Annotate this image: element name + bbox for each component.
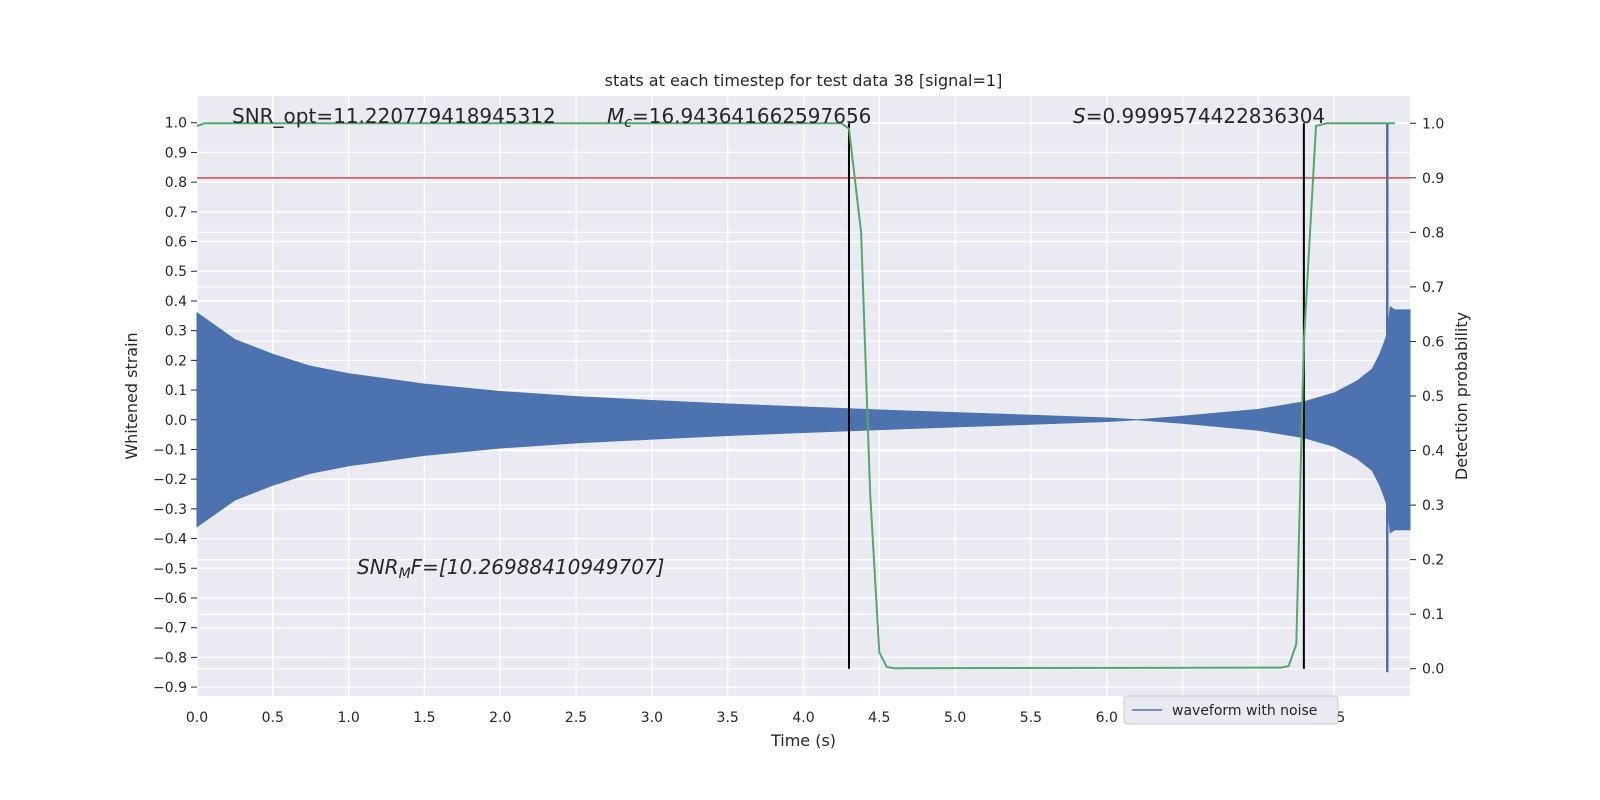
y-tick-label: −0.6: [153, 591, 187, 607]
x-tick-label: 6.0: [1096, 710, 1118, 726]
annotation-chirp-mass-subscript: c: [624, 115, 632, 131]
y2-tick-label: 0.1: [1422, 607, 1444, 623]
y-tick-label: −0.9: [153, 680, 187, 696]
y2-tick-label: 0.3: [1422, 498, 1444, 514]
grid-lines: [196, 96, 1410, 696]
annotation-snr-mf-subscript: M: [399, 566, 411, 582]
y-tick-label: −0.7: [153, 621, 187, 637]
y2-tick-label: 0.6: [1422, 334, 1444, 350]
annotation-chirp-mass: Mc=16.943641662597656: [607, 104, 871, 131]
legend-label-waveform: waveform with noise: [1172, 703, 1317, 719]
x-tick-label: 0.5: [262, 710, 284, 726]
y-tick-label: −0.8: [153, 650, 187, 666]
waveform-with-noise-series: [196, 306, 1411, 534]
x-tick-label: 4.0: [792, 710, 814, 726]
x-tick-label: 2.5: [565, 710, 587, 726]
y-tick-label: 0.3: [165, 324, 187, 340]
annotation-s-score: S=0.9999574422836304: [1073, 104, 1325, 128]
y2-tick-label: 0.0: [1422, 662, 1444, 678]
y-tick-label: 1.0: [165, 116, 187, 132]
annotation-snr-mf-symbol: SNR: [357, 555, 399, 579]
x-tick-label: 4.5: [868, 710, 890, 726]
y-tick-label: 0.1: [165, 383, 187, 399]
y-tick-label: −0.5: [153, 561, 187, 577]
annotation-snr-mf-value: F=[10.26988410949707]: [411, 555, 665, 579]
y-tick-label: 0.8: [165, 175, 187, 191]
x-tick-label: 1.5: [413, 710, 435, 726]
x-tick-label: 5.5: [1020, 710, 1042, 726]
detection-probability-series: [196, 122, 1395, 670]
series-layer: [196, 122, 1411, 673]
y2-tick-label: 0.7: [1422, 280, 1444, 296]
y-tick-label: 0.7: [165, 205, 187, 221]
x-tick-label: 3.5: [717, 710, 739, 726]
annotation-snr-opt: SNR_opt=11.220779418945312: [232, 104, 556, 128]
y-tick-label: −0.2: [153, 472, 187, 488]
annotation-s-value: =0.9999574422836304: [1086, 104, 1325, 128]
y2-tick-label: 0.2: [1422, 553, 1444, 569]
y2-tick-label: 0.8: [1422, 225, 1444, 241]
y-tick-label: 0.5: [165, 264, 187, 280]
x-tick-label: 3.0: [641, 710, 663, 726]
annotation-s-symbol: S: [1073, 104, 1086, 128]
y-tick-label: −0.1: [153, 442, 187, 458]
y2-axis-label: Detection probability: [1452, 312, 1471, 480]
y-tick-label: −0.4: [153, 532, 187, 548]
y-tick-label: 0.6: [165, 235, 187, 251]
x-tick-label: 0.0: [186, 710, 208, 726]
y-tick-label: 0.0: [165, 413, 187, 429]
y-tick-label: 0.9: [165, 145, 187, 161]
y2-tick-label: 1.0: [1422, 116, 1444, 132]
y2-tick-label: 0.9: [1422, 171, 1444, 187]
chart-title: stats at each timestep for test data 38 …: [605, 71, 1003, 90]
axes-labels: 0.00.51.01.52.02.53.03.54.04.55.05.56.06…: [153, 116, 1444, 726]
y-axis-label: Whitened strain: [122, 332, 141, 459]
annotation-chirp-mass-value: =16.943641662597656: [632, 104, 871, 128]
legend-box: [1123, 695, 1339, 725]
x-tick-label: 5.0: [944, 710, 966, 726]
y-tick-label: 0.2: [165, 353, 187, 369]
x-tick-label: 2.0: [489, 710, 511, 726]
y-tick-label: 0.4: [165, 294, 187, 310]
annotation-snr-mf: SNRMF=[10.26988410949707]: [357, 555, 664, 582]
x-axis-label: Time (s): [770, 731, 836, 750]
y-tick-label: −0.3: [153, 502, 187, 518]
y2-tick-label: 0.5: [1422, 389, 1444, 405]
y2-tick-label: 0.4: [1422, 444, 1444, 460]
legend: waveform with noise: [1123, 695, 1339, 725]
x-tick-label: 1.0: [337, 710, 359, 726]
annotation-chirp-mass-symbol: M: [607, 104, 624, 128]
